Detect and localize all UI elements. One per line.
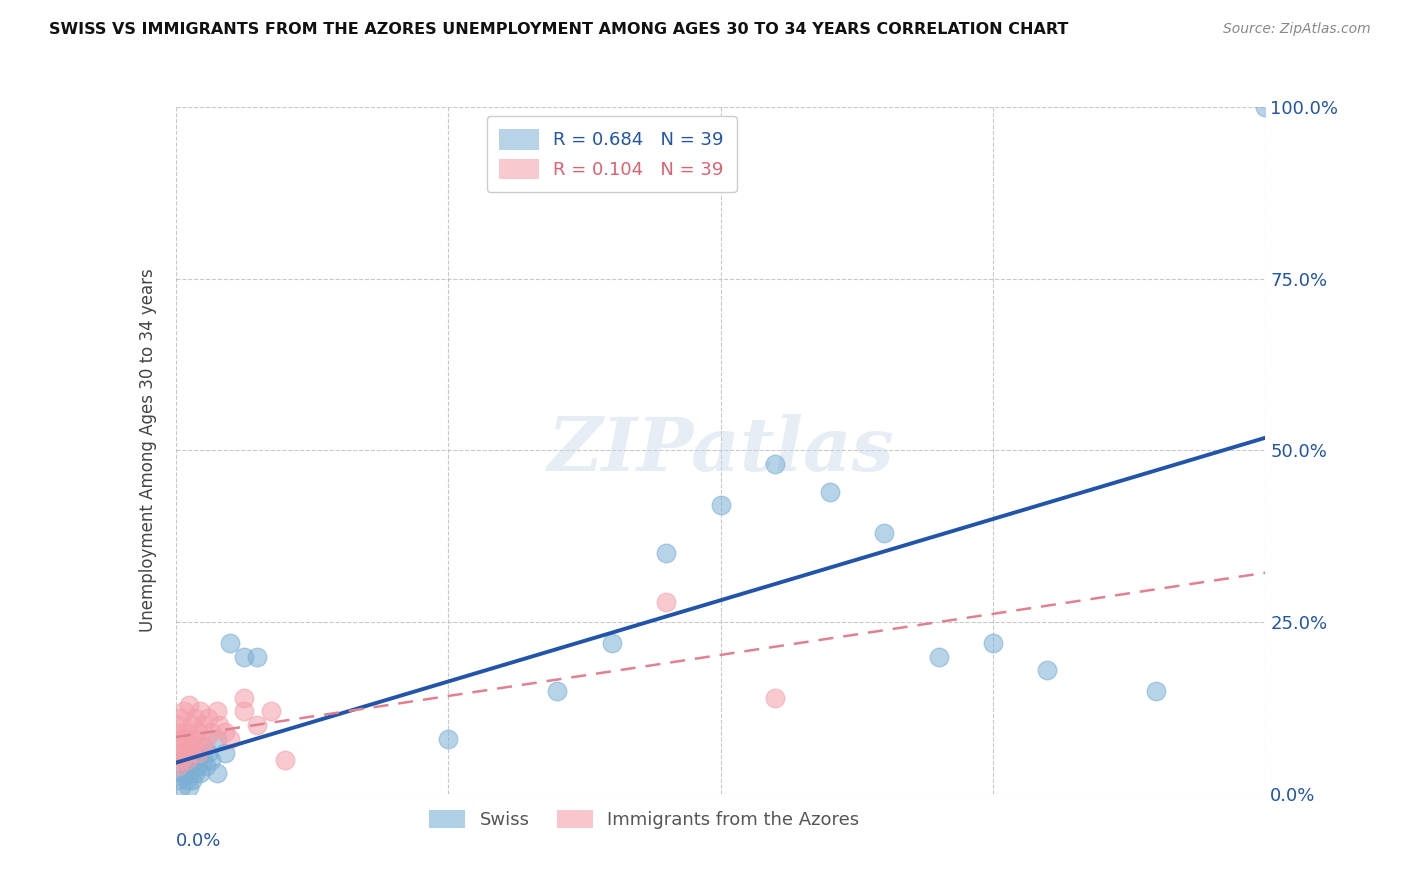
Point xyxy=(167,718,190,732)
Point xyxy=(186,746,209,760)
Point xyxy=(179,746,201,760)
Point xyxy=(214,725,236,739)
Point xyxy=(184,711,207,725)
Point xyxy=(184,766,207,780)
Point xyxy=(232,690,254,705)
Point xyxy=(173,766,195,780)
Point xyxy=(191,718,214,732)
Point xyxy=(176,759,198,773)
Point xyxy=(232,649,254,664)
Y-axis label: Unemployment Among Ages 30 to 34 years: Unemployment Among Ages 30 to 34 years xyxy=(139,268,157,632)
Point xyxy=(194,731,217,746)
Point xyxy=(179,780,201,794)
Point xyxy=(200,725,222,739)
Point xyxy=(176,773,198,788)
Point xyxy=(181,759,204,773)
Point xyxy=(246,649,269,664)
Text: SWISS VS IMMIGRANTS FROM THE AZORES UNEMPLOYMENT AMONG AGES 30 TO 34 YEARS CORRE: SWISS VS IMMIGRANTS FROM THE AZORES UNEM… xyxy=(49,22,1069,37)
Point xyxy=(232,705,254,719)
Point xyxy=(186,725,209,739)
Point xyxy=(214,746,236,760)
Point xyxy=(181,718,204,732)
Point xyxy=(873,525,896,540)
Text: ZIPatlas: ZIPatlas xyxy=(547,414,894,487)
Point xyxy=(208,718,231,732)
Point xyxy=(167,731,190,746)
Point xyxy=(194,759,217,773)
Point xyxy=(170,753,193,767)
Point xyxy=(176,725,198,739)
Point xyxy=(181,773,204,788)
Point xyxy=(981,636,1004,650)
Point xyxy=(763,457,786,471)
Point xyxy=(173,753,195,767)
Point xyxy=(176,753,198,767)
Point xyxy=(173,746,195,760)
Point xyxy=(763,690,786,705)
Point xyxy=(219,731,242,746)
Point xyxy=(167,746,190,760)
Point xyxy=(655,546,678,561)
Point xyxy=(219,636,242,650)
Point xyxy=(205,731,228,746)
Point xyxy=(437,731,460,746)
Text: 0.0%: 0.0% xyxy=(176,831,221,850)
Point xyxy=(1254,100,1277,114)
Point xyxy=(170,780,193,794)
Point xyxy=(260,705,283,719)
Point xyxy=(197,711,219,725)
Point xyxy=(173,705,195,719)
Point xyxy=(186,746,209,760)
Point xyxy=(188,705,211,719)
Point xyxy=(191,739,214,753)
Point xyxy=(274,753,297,767)
Point xyxy=(1144,683,1167,698)
Point xyxy=(170,739,193,753)
Point xyxy=(655,594,678,608)
Text: Source: ZipAtlas.com: Source: ZipAtlas.com xyxy=(1223,22,1371,37)
Point xyxy=(184,731,207,746)
Point xyxy=(167,773,190,788)
Point xyxy=(818,484,841,499)
Point xyxy=(188,766,211,780)
Point xyxy=(179,766,201,780)
Point xyxy=(600,636,623,650)
Point xyxy=(167,759,190,773)
Point xyxy=(191,753,214,767)
Point xyxy=(710,499,733,513)
Point xyxy=(197,746,219,760)
Point xyxy=(186,759,209,773)
Point xyxy=(179,731,201,746)
Point xyxy=(246,718,269,732)
Point xyxy=(181,739,204,753)
Point xyxy=(205,705,228,719)
Point xyxy=(191,739,214,753)
Point xyxy=(170,711,193,725)
Point xyxy=(170,725,193,739)
Point xyxy=(928,649,950,664)
Point xyxy=(546,683,568,698)
Point xyxy=(205,766,228,780)
Point xyxy=(1036,663,1059,677)
Legend: Swiss, Immigrants from the Azores: Swiss, Immigrants from the Azores xyxy=(422,803,866,837)
Point xyxy=(173,731,195,746)
Point xyxy=(184,753,207,767)
Point xyxy=(200,753,222,767)
Point xyxy=(179,698,201,712)
